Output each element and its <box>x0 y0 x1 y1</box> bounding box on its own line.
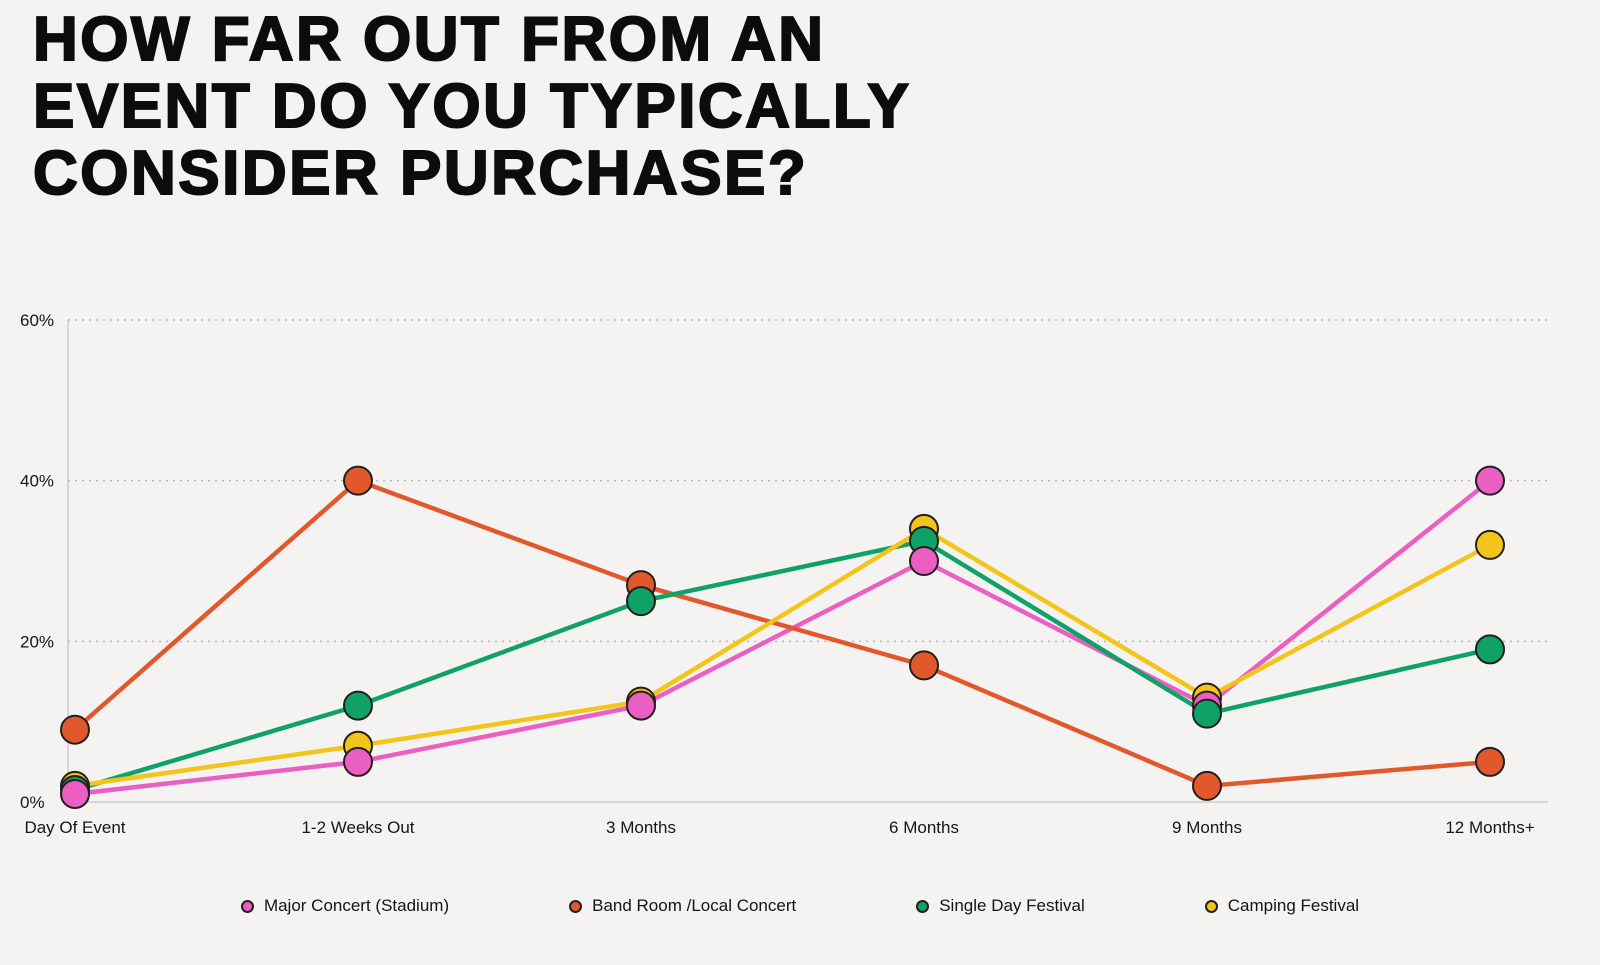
line-chart-svg: 0% 20% 40% 60% Day Of Event 1-2 Weeks Out 3 Mo… <box>20 311 1548 837</box>
y-tick-label: 60% <box>20 311 54 330</box>
data-point-marker <box>626 690 656 721</box>
legend-item-single-day-festival: Single Day Festival <box>916 896 1085 916</box>
data-point-marker <box>909 650 939 681</box>
x-tick-label: 6 Months <box>889 818 959 837</box>
data-point-marker <box>1475 746 1505 777</box>
legend-label: Single Day Festival <box>939 896 1085 915</box>
series-line <box>72 478 1493 797</box>
y-tick-label: 0% <box>20 793 45 812</box>
data-point-marker <box>909 546 939 576</box>
data-point-marker <box>60 714 90 745</box>
data-point-marker <box>1192 770 1222 801</box>
series-line <box>72 538 1493 793</box>
legend-dot-band-room <box>569 899 583 913</box>
legend-dot-single-day-festival <box>916 899 930 913</box>
chart-area: 0% 20% 40% 60% Day Of Event 1-2 Weeks Out 3 Mo… <box>0 280 1600 860</box>
data-point-marker <box>343 690 373 721</box>
data-point-marker <box>1475 465 1505 496</box>
series-line <box>72 478 1493 789</box>
data-point-marker <box>343 465 373 496</box>
title-line-1: HOW FAR OUT FROM AN <box>32 5 826 74</box>
data-point-marker <box>626 586 656 617</box>
legend-dot-major-concert <box>240 899 254 913</box>
data-point-marker <box>343 746 373 777</box>
x-tick-label: 12 Months+ <box>1445 818 1534 837</box>
y-tick-label: 40% <box>20 472 54 491</box>
x-tick-label: Day Of Event <box>24 818 125 837</box>
legend-label: Major Concert (Stadium) <box>263 896 450 915</box>
x-tick-label: 1-2 Weeks Out <box>301 818 414 837</box>
legend-dot-camping-festival <box>1204 899 1218 913</box>
data-point-marker <box>1475 634 1505 665</box>
x-tick-label: 9 Months <box>1172 818 1242 837</box>
y-tick-label: 20% <box>20 632 54 651</box>
title-line-2: EVENT DO YOU TYPICALLY <box>32 72 912 141</box>
data-point-marker <box>60 778 90 809</box>
legend-item-band-room: Band Room /Local Concert <box>569 896 796 916</box>
x-tick-label: 3 Months <box>606 818 676 837</box>
data-point-marker <box>1475 529 1505 560</box>
legend-label: Camping Festival <box>1227 896 1360 915</box>
title-line-3: CONSIDER PURCHASE? <box>32 139 809 208</box>
data-point-marker <box>1192 698 1222 729</box>
chart-legend: Major Concert (Stadium) Band Room /Local… <box>0 896 1600 916</box>
page-title: HOW FAR OUT FROM AN EVENT DO YOU TYPICAL… <box>32 5 912 208</box>
legend-label: Band Room /Local Concert <box>592 896 797 915</box>
legend-item-camping-festival: Camping Festival <box>1204 896 1360 916</box>
legend-item-major-concert: Major Concert (Stadium) <box>240 896 450 916</box>
series-line <box>72 526 1493 789</box>
